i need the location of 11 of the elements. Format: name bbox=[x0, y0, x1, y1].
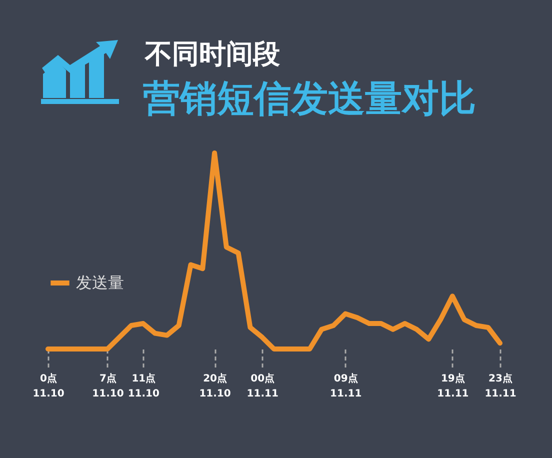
x-tick-label: 11点 11.10 bbox=[128, 372, 160, 400]
chart-subtitle: 营销短信发送量对比 bbox=[143, 76, 476, 122]
x-tick-label: 20点 11.10 bbox=[199, 372, 231, 400]
chart-title: 不同时间段 bbox=[145, 38, 280, 72]
x-tick-label: 00点 11.11 bbox=[246, 372, 278, 400]
x-tick-label: 0点 11.10 bbox=[32, 372, 64, 400]
x-tick-label: 09点 11.11 bbox=[330, 372, 362, 400]
x-tick-label: 7点 11.10 bbox=[92, 372, 124, 400]
x-tick-label: 23点 11.11 bbox=[484, 372, 516, 400]
x-tick-label: 19点 11.11 bbox=[437, 372, 469, 400]
legend-label: 发送量 bbox=[76, 273, 124, 292]
